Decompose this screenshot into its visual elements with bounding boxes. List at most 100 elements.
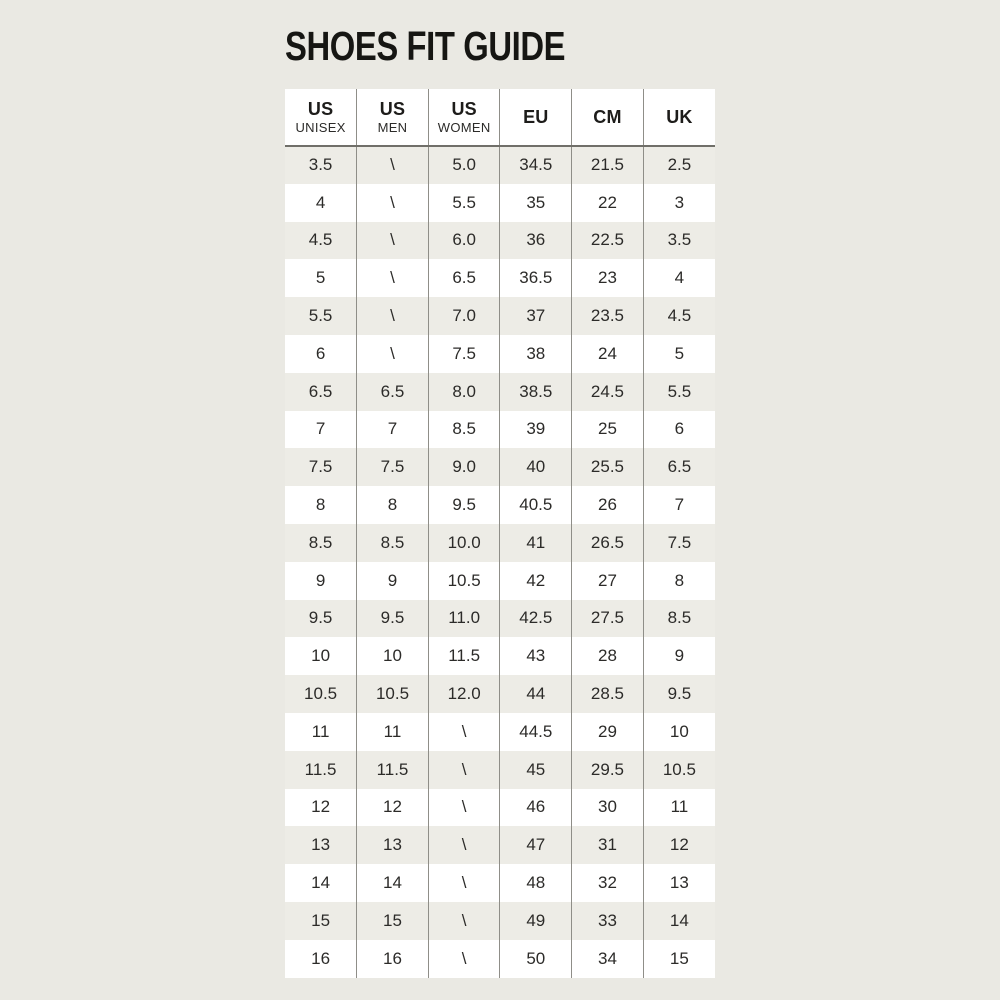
- table-row: 7.5 7.5 9.0 40 25.5 6.5: [285, 448, 715, 487]
- size-cell: 34: [571, 939, 644, 978]
- size-cell: \: [356, 146, 429, 184]
- size-cell: 3.5: [308, 155, 333, 175]
- table-row: 3.5 \ 5.0 34.5 21.5 2.5: [285, 146, 715, 184]
- table-row: 4 \ 5.5 35 22 3: [285, 183, 715, 222]
- table-row: 16 16 \ 50 34 15: [285, 939, 715, 978]
- size-cell: \: [356, 334, 429, 373]
- size-cell: 8.5: [427, 410, 500, 449]
- size-cell: \: [427, 750, 500, 789]
- fit-guide-section: SHOES FIT GUIDE US UNISEX US MEN US WOMEN EU CM…: [285, 26, 715, 978]
- size-cell: 40: [499, 448, 572, 487]
- size-cell: 11: [356, 712, 429, 751]
- size-cell: 9.5: [356, 599, 429, 638]
- size-cell: 50: [499, 939, 572, 978]
- size-cell: 34.5: [499, 146, 572, 184]
- size-cell: \: [356, 297, 429, 335]
- shoe-size-table: US UNISEX US MEN US WOMEN EU CM UK 3.5 \ 5.0 34.5 21…: [285, 89, 715, 978]
- size-cell: 46: [499, 788, 572, 827]
- size-cell: 6.5: [308, 381, 333, 401]
- size-cell: 9.0: [427, 448, 500, 487]
- column-header-sublabel: UNISEX: [295, 119, 346, 135]
- column-header-sublabel: MEN: [377, 119, 408, 135]
- size-cell: 6.5: [642, 448, 715, 487]
- size-cell: 8.5: [642, 599, 715, 638]
- table-row: 6 \ 7.5 38 24 5: [285, 334, 715, 373]
- size-cell: 5: [315, 268, 326, 288]
- size-cell: 13: [356, 826, 429, 865]
- size-cell: 42: [499, 561, 572, 600]
- table-row: 10 10 11.5 43 28 9: [285, 637, 715, 676]
- column-header-us-men: US MEN: [356, 89, 429, 147]
- size-cell: 12.0: [427, 675, 500, 713]
- size-cell: 7.5: [308, 457, 333, 477]
- size-cell: 15: [356, 901, 429, 940]
- size-cell: 10: [311, 646, 331, 666]
- size-cell: 10.5: [356, 675, 429, 713]
- size-cell: 7.0: [427, 297, 500, 335]
- size-cell: 24.5: [571, 372, 644, 411]
- size-cell: 35: [499, 183, 572, 222]
- size-cell: 10.0: [427, 523, 500, 562]
- size-cell: 45: [499, 750, 572, 789]
- size-cell: 8: [315, 495, 326, 515]
- size-cell: 26.5: [571, 523, 644, 562]
- size-cell: 3: [642, 183, 715, 222]
- column-header-uk: UK: [642, 89, 715, 147]
- size-cell: 47: [499, 826, 572, 865]
- size-cell: 8.0: [427, 372, 500, 411]
- table-row: 9.5 9.5 11.0 42.5 27.5 8.5: [285, 599, 715, 638]
- size-cell: 10: [642, 712, 715, 751]
- table-header-row: US UNISEX US MEN US WOMEN EU CM UK: [285, 89, 715, 147]
- size-cell: 2.5: [642, 146, 715, 184]
- size-cell: 12: [642, 826, 715, 865]
- table-row: 14 14 \ 48 32 13: [285, 864, 715, 902]
- size-cell: 5: [642, 334, 715, 373]
- size-cell: 24: [571, 334, 644, 373]
- size-cell: 49: [499, 901, 572, 940]
- size-cell: 31: [571, 826, 644, 865]
- size-cell: 14: [642, 901, 715, 940]
- size-cell: 6: [315, 343, 326, 363]
- fit-table-body: 3.5 \ 5.0 34.5 21.5 2.5 4 \ 5.5 35 22 3 4.5 \ 6.0 36 22.…: [285, 146, 715, 978]
- size-cell: 16: [311, 948, 331, 968]
- column-header-label: US: [307, 98, 334, 119]
- size-cell: 36: [499, 221, 572, 260]
- table-row: 7 7 8.5 39 25 6: [285, 410, 715, 449]
- size-cell: \: [427, 712, 500, 751]
- size-cell: 5.0: [427, 146, 500, 184]
- size-cell: \: [356, 183, 429, 222]
- size-cell: 8: [356, 486, 429, 524]
- column-header-label: US: [379, 98, 406, 119]
- size-cell: 10.5: [642, 750, 715, 789]
- size-cell: 29.5: [571, 750, 644, 789]
- size-cell: 11.0: [427, 599, 500, 638]
- table-row: 6.5 6.5 8.0 38.5 24.5 5.5: [285, 372, 715, 411]
- size-cell: 9: [642, 637, 715, 676]
- size-cell: 48: [499, 864, 572, 902]
- size-cell: 7: [642, 486, 715, 524]
- size-cell: 9.5: [308, 608, 333, 628]
- column-header-cm: CM: [571, 89, 644, 147]
- size-cell: 9.5: [642, 675, 715, 713]
- size-cell: \: [356, 259, 429, 298]
- size-cell: 4.5: [308, 230, 333, 250]
- size-cell: 32: [571, 864, 644, 902]
- size-cell: 44: [499, 675, 572, 713]
- size-cell: 39: [499, 410, 572, 449]
- size-cell: 15: [642, 939, 715, 978]
- size-cell: 27: [571, 561, 644, 600]
- size-cell: 5.5: [642, 372, 715, 411]
- size-cell: 30: [571, 788, 644, 827]
- size-cell: 38.5: [499, 372, 572, 411]
- size-cell: 22: [571, 183, 644, 222]
- page-title: SHOES FIT GUIDE: [285, 23, 566, 69]
- size-cell: 14: [311, 873, 331, 893]
- size-cell: 7.5: [356, 448, 429, 487]
- size-cell: 11: [642, 788, 715, 827]
- size-cell: 8.5: [308, 532, 333, 552]
- size-cell: 12: [356, 788, 429, 827]
- size-cell: 10.5: [427, 561, 500, 600]
- size-cell: 6.5: [427, 259, 500, 298]
- size-cell: 41: [499, 523, 572, 562]
- size-cell: 4: [315, 192, 326, 212]
